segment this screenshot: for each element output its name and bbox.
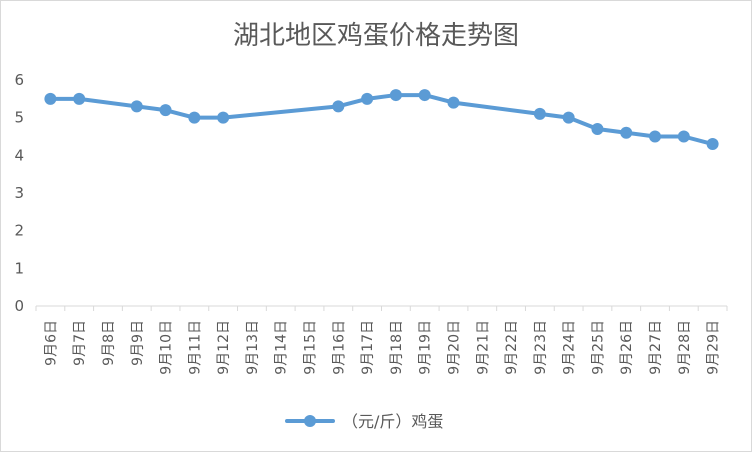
y-tick-label: 5	[14, 109, 24, 127]
data-point	[533, 107, 546, 120]
x-tick-label: 9月29日	[706, 320, 722, 375]
data-point	[677, 130, 690, 143]
data-point	[361, 92, 374, 105]
data-point	[447, 96, 460, 109]
y-tick-label: 4	[14, 146, 24, 164]
data-point	[418, 89, 431, 102]
x-tick-label: 9月22日	[504, 320, 520, 375]
y-tick-label: 0	[14, 297, 24, 315]
y-tick-label: 2	[14, 222, 24, 240]
x-tick-label: 9月12日	[216, 320, 232, 375]
data-point	[620, 126, 633, 139]
data-point	[73, 92, 86, 105]
x-tick-label: 9月23日	[533, 320, 549, 375]
data-point	[130, 100, 143, 113]
legend: （元/斤）鸡蛋	[285, 412, 443, 431]
x-tick-label: 9月13日	[245, 320, 261, 375]
series-layer	[44, 89, 719, 151]
x-tick-label: 9月9日	[130, 320, 146, 366]
x-tick-label: 9月11日	[187, 320, 203, 375]
data-point	[332, 100, 345, 113]
x-tick-label: 9月8日	[101, 320, 117, 366]
data-point	[706, 138, 719, 151]
data-point	[562, 111, 575, 124]
x-tick-label: 9月28日	[677, 320, 693, 375]
data-point	[591, 122, 604, 135]
x-tick-label: 9月27日	[648, 320, 664, 375]
x-axis-tickmarks	[35, 306, 728, 311]
y-tick-label: 3	[14, 184, 24, 202]
x-tick-label: 9月21日	[475, 320, 491, 375]
y-tick-label: 1	[14, 259, 24, 277]
x-tick-label: 9月16日	[331, 320, 347, 375]
x-tick-label: 9月17日	[360, 320, 376, 375]
x-tick-label: 9月20日	[446, 320, 462, 375]
x-tick-label: 9月25日	[590, 320, 606, 375]
x-tick-label: 9月10日	[159, 320, 175, 375]
data-point	[159, 104, 172, 117]
x-tick-label: 9月14日	[274, 320, 290, 375]
x-tick-label: 9月18日	[389, 320, 405, 375]
y-tick-label: 6	[14, 71, 24, 89]
data-point	[649, 130, 662, 143]
x-tick-label: 9月15日	[303, 320, 319, 375]
data-point	[389, 89, 402, 102]
data-point	[188, 111, 201, 124]
chart-title: 湖北地区鸡蛋价格走势图	[233, 21, 519, 51]
data-point	[217, 111, 230, 124]
legend-label: （元/斤）鸡蛋	[342, 412, 443, 431]
data-point	[44, 92, 57, 105]
series-line	[48, 93, 715, 147]
x-tick-label: 9月7日	[72, 320, 88, 366]
x-tick-label: 9月24日	[562, 320, 578, 375]
y-axis-ticks: 0 1 2 3 4 5 6	[14, 71, 24, 315]
x-axis-ticks: 9月6日 9月7日 9月8日 9月9日 9月10日 9月11日 9月12日 9月13日 9月14…	[43, 320, 721, 375]
x-tick-label: 9月26日	[619, 320, 635, 375]
x-tick-label: 9月19日	[418, 320, 434, 375]
legend-marker	[304, 415, 316, 427]
x-tick-label: 9月6日	[43, 320, 59, 366]
